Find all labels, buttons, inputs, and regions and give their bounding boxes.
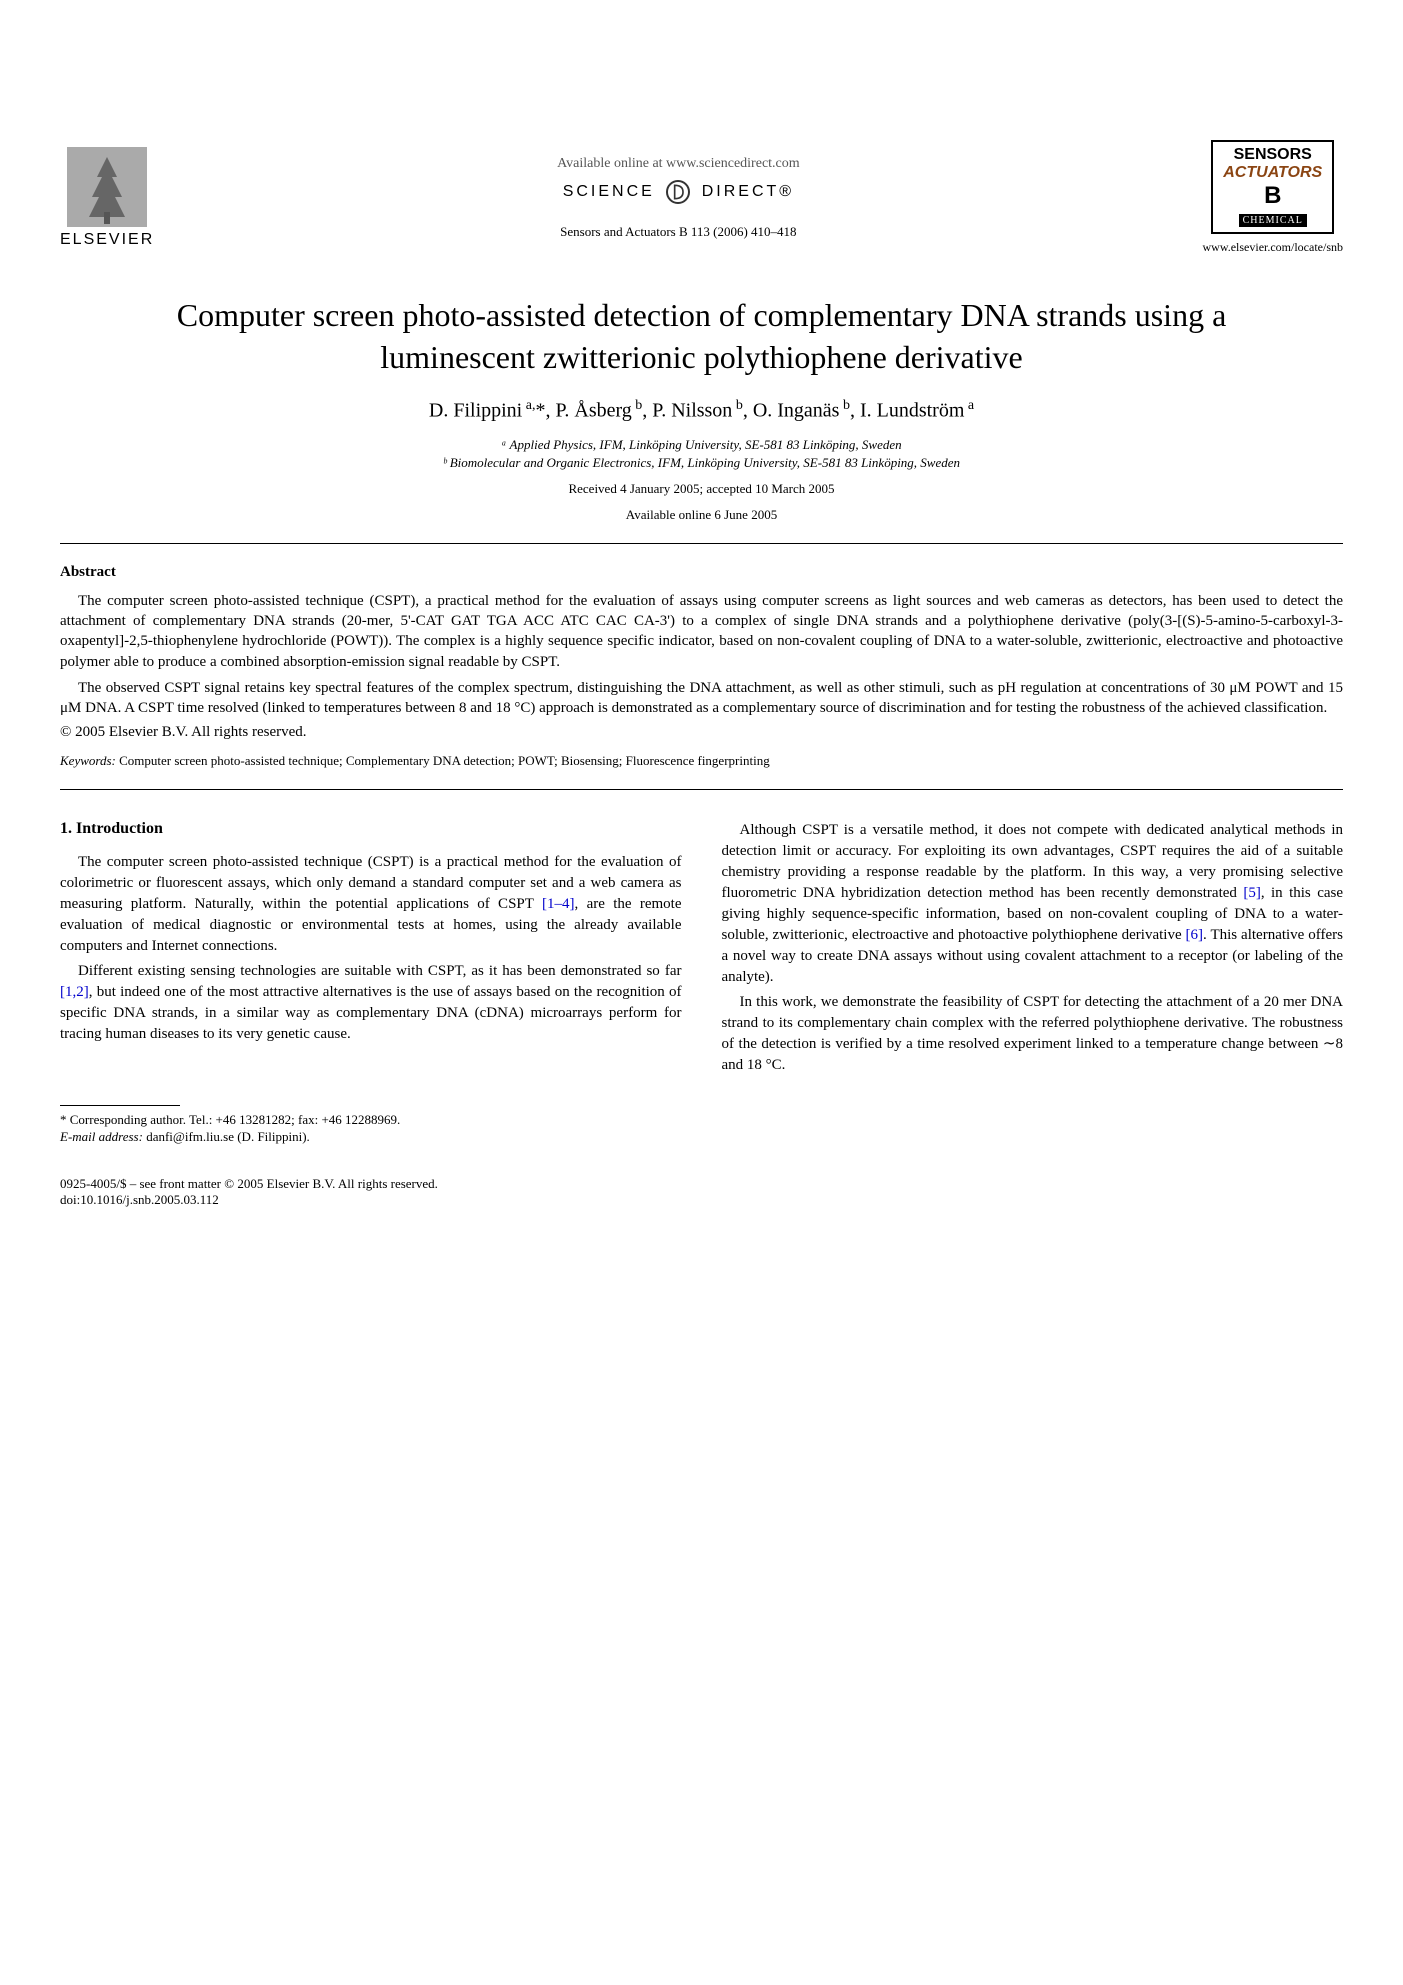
article-title: Computer screen photo-assisted detection… [140, 295, 1263, 378]
corresponding-author: * Corresponding author. Tel.: +46 132812… [60, 1112, 682, 1129]
issn-line: 0925-4005/$ – see front matter © 2005 El… [60, 1176, 1343, 1192]
online-date: Available online 6 June 2005 [60, 507, 1343, 523]
elsevier-tree-icon [67, 147, 147, 227]
intro-p2: Different existing sensing technologies … [60, 961, 682, 1045]
header-row: ELSEVIER Available online at www.science… [60, 140, 1343, 255]
available-online-text: Available online at www.sciencedirect.co… [154, 156, 1202, 172]
section-1-heading: 1. Introduction [60, 820, 682, 838]
email-label: E-mail address: [60, 1129, 143, 1144]
abstract-p1: The computer screen photo-assisted techn… [60, 591, 1343, 672]
direct-text: DIRECT® [702, 183, 794, 200]
ref-link-1-4[interactable]: [1–4] [542, 896, 575, 912]
intro-p2-pre: Different existing sensing technologies … [78, 963, 682, 979]
email-value: danfi@ifm.liu.se (D. Filippini). [143, 1129, 310, 1144]
keywords-row: Keywords: Computer screen photo-assisted… [60, 753, 1343, 769]
intro-p2-post: , but indeed one of the most attractive … [60, 984, 682, 1042]
journal-citation: Sensors and Actuators B 113 (2006) 410–4… [154, 224, 1202, 240]
publisher-logo: ELSEVIER [60, 147, 154, 249]
email-footnote: E-mail address: danfi@ifm.liu.se (D. Fil… [60, 1129, 682, 1146]
ref-link-5[interactable]: [5] [1243, 885, 1261, 901]
abstract-heading: Abstract [60, 564, 1343, 581]
intro-p3: Although CSPT is a versatile method, it … [722, 820, 1344, 988]
ref-link-1-2[interactable]: [1,2] [60, 984, 89, 1000]
keywords-text: Computer screen photo-assisted technique… [116, 753, 770, 768]
journal-box: SENSORS ACTUATORS B CHEMICAL [1211, 140, 1334, 234]
journal-name-sensors: SENSORS [1223, 146, 1322, 164]
ref-link-6[interactable]: [6] [1186, 927, 1204, 943]
affiliation-a: ᵃ Applied Physics, IFM, Linköping Univer… [60, 437, 1343, 453]
abstract-p2: The observed CSPT signal retains key spe… [60, 678, 1343, 719]
journal-letter: B [1223, 182, 1322, 210]
main-content: 1. Introduction The computer screen phot… [60, 820, 1343, 1146]
journal-name-actuators: ACTUATORS [1223, 164, 1322, 182]
divider-bottom [60, 789, 1343, 790]
footnote-separator [60, 1105, 180, 1106]
journal-url: www.elsevier.com/locate/snb [1202, 240, 1343, 255]
right-column: Although CSPT is a versatile method, it … [722, 820, 1344, 1146]
science-text: SCIENCE [563, 183, 655, 200]
doi-line: doi:10.1016/j.snb.2005.03.112 [60, 1192, 1343, 1208]
journal-subtitle: CHEMICAL [1239, 214, 1307, 227]
intro-p4: In this work, we demonstrate the feasibi… [722, 992, 1344, 1076]
center-header: Available online at www.sciencedirect.co… [154, 156, 1202, 240]
intro-p1: The computer screen photo-assisted techn… [60, 852, 682, 957]
sciencedirect-d-icon [666, 180, 690, 204]
received-date: Received 4 January 2005; accepted 10 Mar… [60, 481, 1343, 497]
bottom-info: 0925-4005/$ – see front matter © 2005 El… [60, 1176, 1343, 1208]
science-direct-logo: SCIENCE DIRECT® [154, 180, 1202, 204]
divider-top [60, 543, 1343, 544]
authors-list: D. Filippini a,*, P. Åsberg b, P. Nilsso… [60, 398, 1343, 423]
left-column: 1. Introduction The computer screen phot… [60, 820, 682, 1146]
copyright-text: © 2005 Elsevier B.V. All rights reserved… [60, 724, 1343, 741]
journal-logo: SENSORS ACTUATORS B CHEMICAL www.elsevie… [1202, 140, 1343, 255]
keywords-label: Keywords: [60, 753, 116, 768]
affiliation-b: ᵇ Biomolecular and Organic Electronics, … [60, 455, 1343, 471]
publisher-name: ELSEVIER [60, 231, 154, 249]
